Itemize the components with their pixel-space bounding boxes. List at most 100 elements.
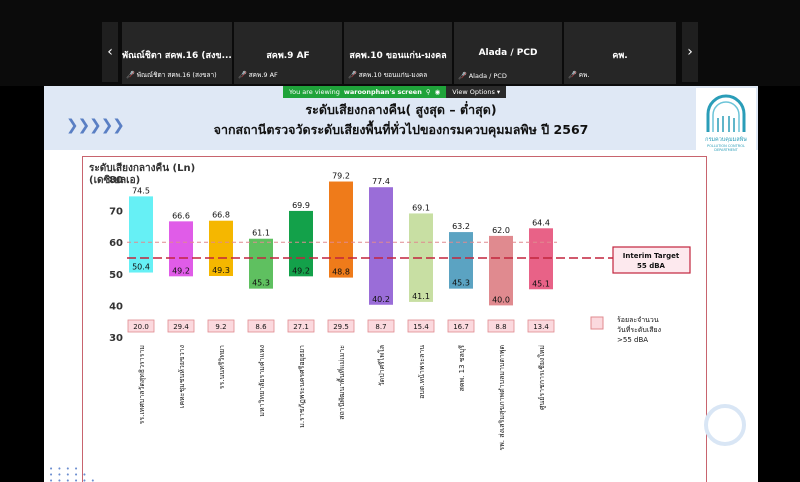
- percent-value: 9.2: [215, 323, 226, 331]
- bar: [129, 196, 153, 273]
- percent-value: 16.7: [453, 323, 469, 331]
- viewing-prefix: You are viewing: [289, 88, 340, 96]
- pin-icon[interactable]: ⚲: [425, 88, 431, 96]
- record-icon: ◉: [434, 88, 441, 96]
- percent-row: 20.0 29.4 9.2 8.6 27.1 29.5 8.7 15.4 16.7 8.8 13.4: [127, 319, 555, 333]
- bar-min-label: 50.4: [132, 263, 150, 272]
- muted-mic-icon: 🎤̸: [568, 71, 577, 79]
- participant-name: Alada / PCD: [468, 72, 507, 80]
- percent-box: [327, 319, 355, 333]
- muted-mic-icon: 🎤̸: [126, 71, 135, 79]
- participant-tile[interactable]: สคพ.10 ขอนแก่น-มงคล 🎤̸ สคพ.10 ขอนแก่น-มงค…: [344, 22, 452, 84]
- participant-title: สคพ.9 AF: [266, 51, 310, 61]
- participant-tile[interactable]: คพ. 🎤̸ คพ.: [564, 22, 676, 84]
- decorative-dots: • • • • • • • • • • • • • • •: [49, 465, 96, 482]
- muted-mic-icon: 🎤̸: [238, 71, 247, 79]
- logo-text: กรมควบคุมมลพิษ: [705, 137, 747, 143]
- bar: [249, 238, 273, 289]
- participant-name: คพ.: [578, 71, 590, 79]
- category-label: ม.ราชภัฏพระนครศรีอยุธยา: [298, 345, 306, 428]
- percent-box: [527, 319, 555, 333]
- category-label: มหาวิทยาลัยรามคำแหง: [258, 345, 266, 417]
- bar-min-label: 49.3: [212, 266, 230, 275]
- bar: [209, 220, 233, 277]
- percent-box: [487, 319, 515, 333]
- y-tick-label: 50: [109, 270, 123, 281]
- percent-box: [167, 319, 195, 333]
- bar-min-label: 41.1: [412, 292, 430, 301]
- y-axis-unit-label: (เดซิเบลเอ): [89, 174, 140, 186]
- bar-max-label: 61.1: [252, 229, 270, 238]
- bar-max-label: 69.9: [292, 201, 310, 210]
- percent-box: [407, 319, 435, 333]
- chevron-left-icon[interactable]: ‹: [102, 22, 118, 82]
- bar: [369, 187, 393, 305]
- participant-name: พัณณ์ชิตา สคพ.16 (สงขลา): [136, 71, 217, 79]
- category-labels: รร.เทศบาลวัดสุทธิวราราม เคหะชุมชนห้วยขวาง…: [138, 345, 546, 451]
- bars-group: 74.5 50.4 66.6 49.2 66.8 49.3 61.1 45.3 69.9 49.2…: [129, 172, 553, 306]
- legend-swatch: [590, 316, 604, 330]
- percent-value: 8.6: [255, 323, 267, 331]
- logo-arch-icon: [706, 94, 746, 132]
- percent-value: 8.8: [495, 323, 506, 331]
- legend-line-3: >55 dBA: [617, 336, 648, 344]
- percent-box: [287, 319, 315, 333]
- legend-line-2: วันที่ระดับเสียง: [617, 325, 661, 334]
- bar: [449, 232, 473, 289]
- bar-max-label: 64.4: [532, 218, 550, 227]
- decorative-ring: [704, 404, 746, 446]
- y-tick-label: 30: [109, 333, 123, 344]
- bar-min-label: 45.3: [452, 279, 470, 288]
- bar-max-label: 77.4: [372, 177, 390, 186]
- participant-name-tag: 🎤̸ พัณณ์ชิตา สคพ.16 (สงขลา): [126, 70, 217, 80]
- percent-value: 27.1: [293, 323, 309, 331]
- bar-min-label: 49.2: [172, 266, 190, 275]
- bar-max-label: 62.0: [492, 226, 510, 235]
- chevron-down-icon: ▾: [494, 88, 501, 96]
- bar-max-label: 69.1: [412, 203, 430, 212]
- bar-max-label: 66.6: [172, 211, 190, 220]
- muted-mic-icon: 🎤̸: [458, 72, 467, 80]
- percent-value: 13.4: [533, 323, 549, 331]
- y-tick-label: 70: [109, 207, 123, 218]
- bar-min-label: 40.0: [492, 295, 510, 304]
- percent-value: 29.5: [333, 323, 349, 331]
- participant-name: สคพ.9 AF: [248, 71, 278, 79]
- percent-box: [367, 319, 395, 333]
- category-label: สคพ. 13 ชลบุรี: [458, 345, 466, 392]
- category-label: รร.เทศบาลวัดสุทธิวราราม: [138, 345, 146, 424]
- percent-value: 20.0: [133, 323, 149, 331]
- participant-tile[interactable]: พัณณ์ชิตา สคพ.16 (สงข... 🎤̸ พัณณ์ชิตา สคพ…: [122, 22, 232, 84]
- legend-line-1: ร้อยละจำนวน: [617, 316, 659, 324]
- bar-min-label: 49.2: [292, 266, 310, 275]
- callout-value: 55 dBA: [637, 262, 666, 270]
- chevron-right-icon[interactable]: ›: [682, 22, 698, 82]
- muted-mic-icon: 🎤̸: [348, 71, 357, 79]
- meeting-top-bar: ‹ พัณณ์ชิตา สคพ.16 (สงข... 🎤̸ พัณณ์ชิตา ส…: [0, 0, 800, 86]
- participant-title: สคพ.10 ขอนแก่น-มงคล: [349, 51, 447, 61]
- noise-chart: 30 40 50 60 70 80 ระดับเสียงกลางคืน (Ln) (เดซ…: [89, 162, 691, 451]
- view-options-button[interactable]: View Options ▾: [446, 86, 507, 98]
- bar-max-label: 66.8: [212, 211, 230, 220]
- bar-min-label: 48.8: [332, 268, 350, 277]
- interim-target-callout: Interim Target 55 dBA: [612, 246, 691, 274]
- y-axis: 30 40 50 60 70 80: [109, 175, 123, 344]
- slide-subtitle: จากสถานีตรวจวัดระดับเสียงพื้นที่ทั่วไปขอ…: [213, 122, 589, 137]
- bar-min-label: 40.2: [372, 295, 390, 304]
- screen-share-banner[interactable]: You are viewing waroonphan's screen ⚲ ◉ …: [283, 86, 507, 98]
- percent-box: [447, 319, 475, 333]
- viewing-indicator: You are viewing waroonphan's screen ⚲ ◉: [283, 86, 447, 98]
- y-tick-label: 40: [109, 301, 123, 312]
- participant-tile[interactable]: Alada / PCD 🎤̸ Alada / PCD: [454, 22, 562, 84]
- percent-box: [207, 319, 235, 333]
- bar-min-label: 45.3: [252, 279, 270, 288]
- category-label: อบต.หน้าพระลาน: [418, 345, 426, 399]
- percent-value: 29.4: [173, 323, 189, 331]
- pcd-logo: กรมควบคุมมลพิษ POLLUTION CONTROL DEPARTM…: [696, 88, 756, 152]
- callout-box: [612, 246, 691, 274]
- participant-name-tag: 🎤̸ คพ.: [568, 70, 589, 80]
- participant-tile[interactable]: สคพ.9 AF 🎤̸ สคพ.9 AF: [234, 22, 342, 84]
- shared-slide: ❯❯❯❯❯ ระดับเสียงกลางคืน( สูงสุด – ต่ำสุด…: [44, 86, 758, 482]
- category-label: เคหะชุมชนห้วยขวาง: [178, 345, 186, 408]
- percent-value: 8.7: [375, 323, 386, 331]
